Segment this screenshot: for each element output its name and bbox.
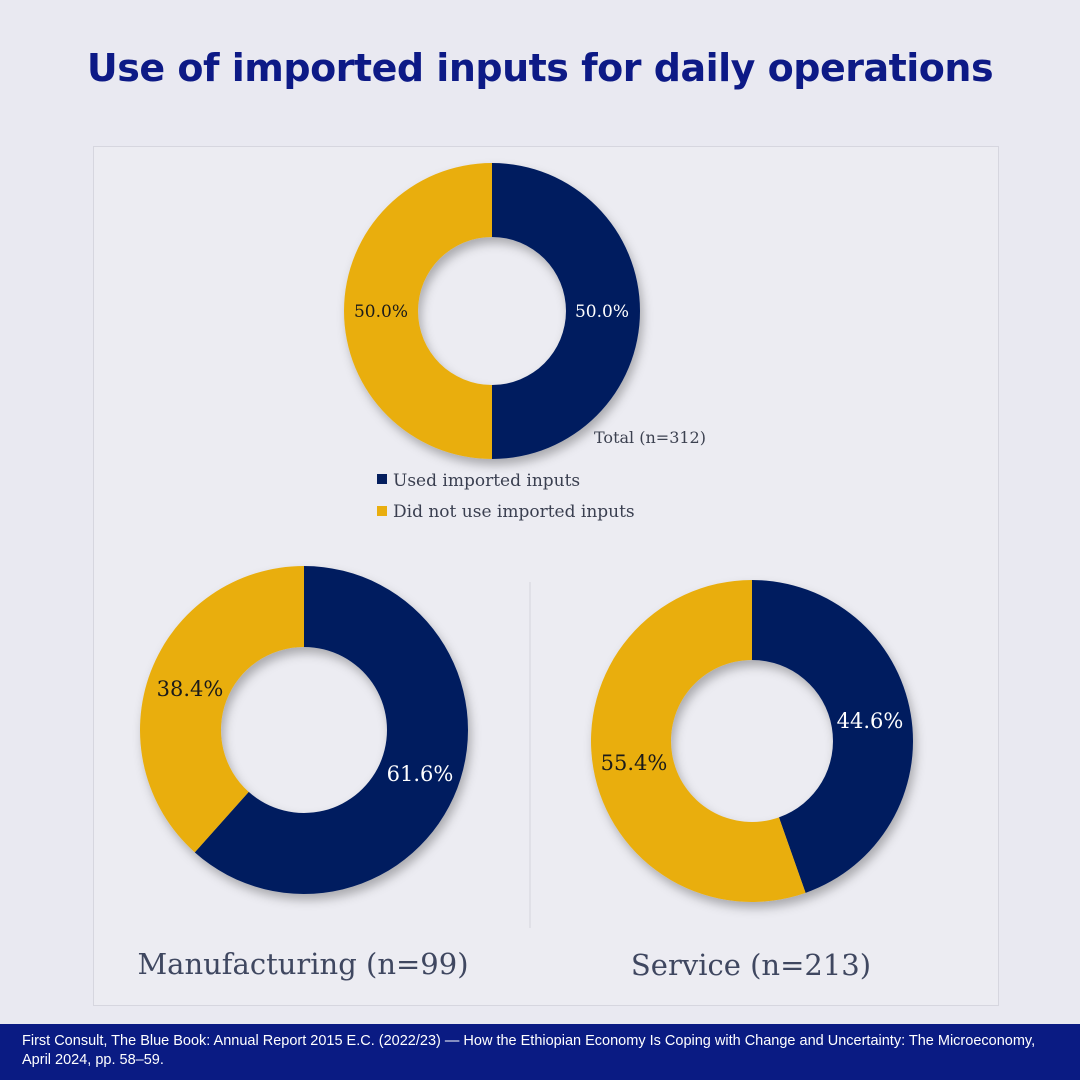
slice-service-not-used	[591, 580, 806, 902]
donut-total: 50.0% 50.0% Total (n=312)	[344, 163, 706, 459]
slice-manufacturing-not-used	[140, 566, 304, 853]
label-total-used: 50.0%	[575, 302, 629, 322]
slice-manufacturing-used	[194, 566, 469, 894]
label-total-not-used: 50.0%	[354, 302, 408, 322]
page-title: Use of imported inputs for daily operati…	[86, 46, 994, 90]
legend-swatch-used	[377, 474, 387, 484]
source-footer: First Consult, The Blue Book: Annual Rep…	[0, 1024, 1080, 1080]
caption-total: Total (n=312)	[594, 428, 706, 447]
label-manufacturing-used: 61.6%	[387, 762, 454, 786]
label-service-used: 44.6%	[837, 709, 904, 733]
label-manufacturing-not-used: 38.4%	[157, 677, 224, 701]
caption-service: Service (n=213)	[631, 948, 871, 982]
donut-manufacturing: 61.6% 38.4% Manufacturing (n=99)	[137, 566, 469, 981]
legend: Used imported inputs Did not use importe…	[377, 471, 635, 522]
slice-total-not-used	[344, 163, 492, 459]
slice-service-used	[752, 580, 913, 893]
donut-service: 44.6% 55.4% Service (n=213)	[591, 580, 913, 982]
caption-manufacturing: Manufacturing (n=99)	[137, 947, 468, 981]
slice-total-used	[492, 163, 640, 459]
label-service-not-used: 55.4%	[601, 751, 668, 775]
legend-label-not-used: Did not use imported inputs	[393, 502, 635, 522]
legend-label-used: Used imported inputs	[393, 471, 580, 491]
legend-swatch-not-used	[377, 506, 387, 516]
